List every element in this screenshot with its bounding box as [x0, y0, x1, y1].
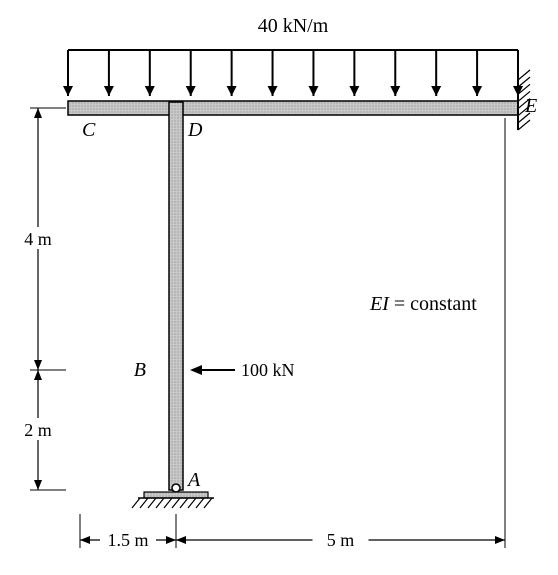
- load-arrow-head: [390, 86, 400, 96]
- pin-support-hatch: [164, 498, 172, 508]
- column-AD: [169, 102, 183, 490]
- pin-support-hatch: [148, 498, 156, 508]
- dim-5m-arrow: [495, 536, 505, 544]
- dim-2m-arrow: [34, 480, 42, 490]
- label-C: C: [82, 119, 96, 141]
- label-E: E: [524, 95, 537, 117]
- label-A: A: [186, 469, 201, 491]
- pin-support-pin: [172, 484, 180, 492]
- load-arrow-head: [431, 86, 441, 96]
- dim-1-5m-arrow: [166, 536, 176, 544]
- dim-4m-label: 4 m: [24, 229, 52, 249]
- dim-1-5m-arrow: [80, 536, 90, 544]
- dim-5m-arrow: [176, 536, 186, 544]
- dim-1-5m-label: 1.5 m: [107, 530, 148, 550]
- point-load-head: [190, 365, 202, 375]
- note-EI: EI = constant: [369, 293, 477, 315]
- label-B: B: [134, 359, 146, 381]
- dim-5m-label: 5 m: [327, 530, 355, 550]
- pin-support-hatch: [156, 498, 164, 508]
- pin-support-hatch: [180, 498, 188, 508]
- pin-support-hatch: [196, 498, 204, 508]
- distributed-load-label: 40 kN/m: [258, 15, 329, 37]
- point-load-label: 100 kN: [241, 360, 295, 380]
- pin-support-hatch: [172, 498, 180, 508]
- load-arrow-head: [63, 86, 73, 96]
- dim-4m-arrow: [34, 360, 42, 370]
- load-arrow-head: [104, 86, 114, 96]
- pin-support-hatch: [188, 498, 196, 508]
- pin-support-plate: [144, 492, 208, 498]
- dim-4m-arrow: [34, 108, 42, 118]
- load-arrow-head: [227, 86, 237, 96]
- pin-support-hatch: [140, 498, 148, 508]
- load-arrow-head: [472, 86, 482, 96]
- dim-2m-label: 2 m: [24, 420, 52, 440]
- diagram-svg: 40 kN/m 100 kN 4 m 2 m 1.5 m 5 m C D E B A EI = con…: [0, 0, 558, 575]
- load-arrow-head: [268, 86, 278, 96]
- structural-diagram: 40 kN/m 100 kN 4 m 2 m 1.5 m 5 m C D E B A EI = con…: [0, 0, 558, 575]
- dim-2m-arrow: [34, 370, 42, 380]
- pin-support-hatch: [204, 498, 212, 508]
- pin-support-hatch: [132, 498, 140, 508]
- load-arrow-head: [186, 86, 196, 96]
- load-arrow-head: [308, 86, 318, 96]
- beam-CE: [68, 101, 518, 115]
- load-arrow-head: [145, 86, 155, 96]
- load-arrow-head: [349, 86, 359, 96]
- label-D: D: [187, 119, 203, 141]
